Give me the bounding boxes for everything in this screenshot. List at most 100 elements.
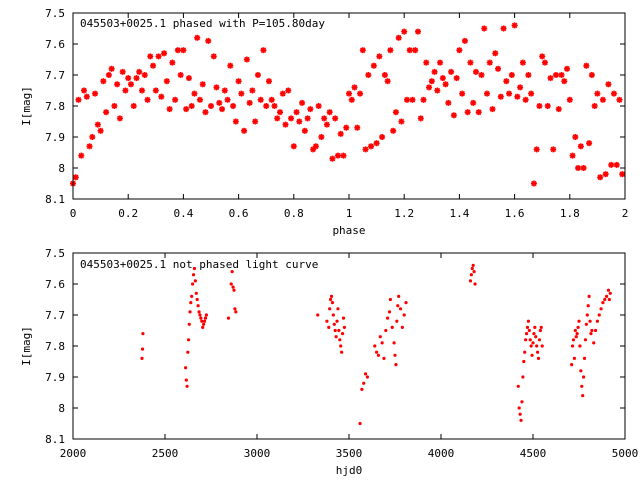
data-point [392,341,396,345]
data-point [202,319,207,323]
data-point [254,72,261,78]
data-point [152,87,159,94]
x-tick-label: 1.2 [394,207,414,220]
data-point [224,96,231,103]
data-point [127,81,134,88]
data-point [97,127,104,134]
phased-chart-title: 045503+0025.1 phased with P=105.80day [80,17,325,30]
data-point [232,118,239,125]
data-point [169,59,176,66]
data-point [579,369,583,373]
data-point [450,112,457,119]
data-point [384,328,388,333]
x-tick-label: 3500 [336,447,363,460]
data-point [161,50,168,57]
data-point [533,325,537,329]
data-point [406,47,413,54]
data-point [375,350,379,354]
data-point [528,338,532,342]
data-point [105,72,112,78]
data-point [575,332,579,336]
data-point [469,273,473,277]
data-point [203,316,208,320]
x-tick-label: 3000 [244,447,271,460]
data-point [539,53,546,60]
data-point [332,322,336,326]
data-point [202,322,206,326]
data-point [329,294,334,298]
data-point [277,109,283,116]
data-point [508,72,515,78]
data-point [301,127,308,134]
data-point [602,171,609,178]
data-point [370,62,377,69]
data-point [268,96,275,103]
data-point [230,103,237,109]
y-tick-label: 7.6 [45,38,65,51]
data-point [544,103,551,109]
x-tick-label: 2000 [60,447,87,460]
data-point [296,118,303,125]
x-tick-label: 0.4 [173,207,193,220]
data-point [204,313,208,317]
data-point [108,65,115,72]
data-point [329,155,336,162]
data-point [603,297,607,302]
data-point [608,291,612,295]
data-point [271,103,278,109]
data-point [616,96,623,103]
data-point [524,332,529,336]
data-point [210,53,217,60]
data-point [575,165,582,171]
data-point [570,363,574,367]
data-point [531,341,535,345]
data-point [329,297,333,302]
data-point [472,270,476,274]
unphased-y-axis-label: I[mag] [20,326,33,366]
data-point [536,356,541,360]
data-point [140,347,145,351]
data-point [343,124,350,131]
data-point [194,291,198,295]
data-point [467,59,474,66]
data-point [191,273,196,277]
data-point [382,356,386,360]
data-point [586,140,593,147]
y-tick-label: 7.7 [45,69,65,82]
data-point [140,356,144,360]
data-point [119,68,126,75]
data-point [395,319,399,323]
data-point [325,319,329,323]
data-point [486,59,493,66]
x-tick-label: 2500 [152,447,179,460]
data-point [307,106,314,113]
data-point [346,90,352,97]
data-point [584,322,588,326]
data-point [202,109,209,116]
data-point [392,109,399,116]
data-point [610,90,617,97]
data-point [595,319,600,323]
data-point [519,418,523,422]
data-point [351,84,358,91]
data-point [473,282,477,286]
data-point [395,34,402,41]
phased-data-points [70,22,626,187]
data-point [191,282,195,286]
data-point [464,109,471,116]
data-point [398,118,405,125]
data-point [336,307,340,311]
data-point [520,400,524,404]
data-point [539,325,543,329]
data-point [572,134,579,140]
data-point [530,180,537,187]
data-point [180,47,187,54]
data-point [456,47,463,54]
data-point [387,47,394,54]
data-point [358,421,362,426]
data-point [368,143,375,150]
data-point [439,75,446,82]
data-point [585,313,589,317]
data-point [529,344,533,348]
data-point [555,106,562,113]
